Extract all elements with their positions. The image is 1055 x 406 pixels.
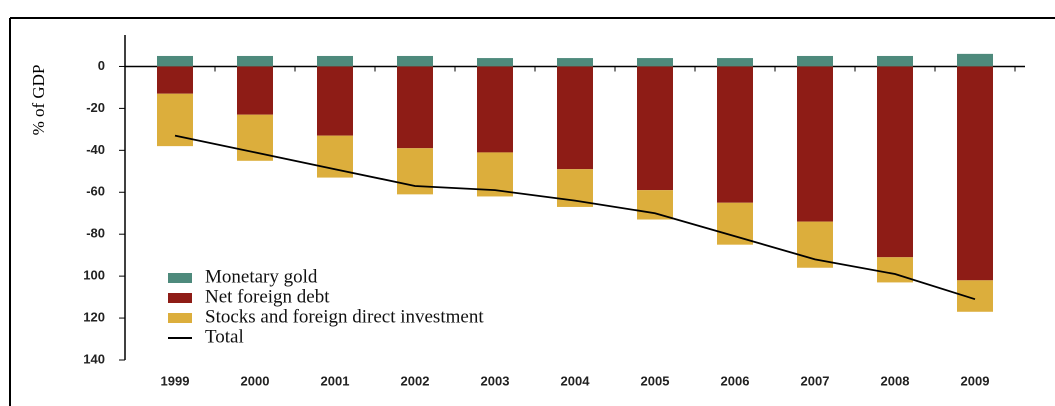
bar-segment bbox=[637, 66, 673, 191]
bar-segment bbox=[957, 53, 993, 67]
bar-segment bbox=[237, 114, 273, 161]
bar-segment bbox=[397, 55, 433, 67]
legend-label: Monetary gold bbox=[205, 266, 318, 287]
bar-segment bbox=[237, 66, 273, 115]
bar-segment bbox=[797, 55, 833, 67]
legend-label: Stocks and foreign direct investment bbox=[205, 306, 484, 327]
total-line bbox=[174, 134, 976, 301]
bar-segment bbox=[477, 66, 513, 153]
bar-segment bbox=[717, 202, 753, 245]
x-tick-label: 2007 bbox=[801, 373, 830, 388]
bar-segment bbox=[397, 66, 433, 149]
x-tick-label: 2003 bbox=[481, 373, 510, 388]
bar-segment bbox=[557, 58, 593, 67]
bar-segment bbox=[797, 66, 833, 222]
bar-segment bbox=[637, 190, 673, 220]
bar-segment bbox=[557, 66, 593, 170]
x-tick-label: 2009 bbox=[961, 373, 990, 388]
x-tick-label: 2000 bbox=[241, 373, 270, 388]
legend-swatch bbox=[168, 273, 192, 283]
x-tick-label: 2004 bbox=[561, 373, 591, 388]
y-tick-label: -60 bbox=[86, 184, 105, 199]
bar-segment bbox=[317, 55, 353, 67]
bar-segment bbox=[157, 55, 193, 67]
y-tick-label: 120 bbox=[83, 310, 105, 325]
bar-segment bbox=[717, 66, 753, 203]
bar-segment bbox=[717, 58, 753, 67]
bar-segment bbox=[637, 58, 673, 67]
x-tick-label: 2001 bbox=[321, 373, 350, 388]
bar-segment bbox=[877, 66, 913, 258]
bar-segment bbox=[477, 58, 513, 67]
y-tick-label: -20 bbox=[86, 100, 105, 115]
legend-swatch bbox=[168, 313, 192, 323]
y-tick-label: -80 bbox=[86, 226, 105, 241]
bar-segment bbox=[957, 66, 993, 281]
x-tick-label: 2008 bbox=[881, 373, 910, 388]
legend-label: Total bbox=[205, 326, 244, 347]
bar-segment bbox=[157, 66, 193, 94]
bar-segment bbox=[877, 55, 913, 67]
x-tick-label: 2005 bbox=[641, 373, 670, 388]
bar-segment bbox=[237, 55, 273, 67]
bar-segment bbox=[317, 66, 353, 136]
bar-segment bbox=[317, 135, 353, 178]
y-axis-label: % of GDP bbox=[29, 65, 48, 136]
x-tick-label: 2006 bbox=[721, 373, 750, 388]
legend-label: Net foreign debt bbox=[205, 286, 330, 307]
y-tick-label: 100 bbox=[83, 268, 105, 283]
legend-swatch bbox=[168, 293, 192, 303]
x-tick-label: 2002 bbox=[401, 373, 430, 388]
y-tick-label: -40 bbox=[86, 142, 105, 157]
x-tick-label: 1999 bbox=[161, 373, 190, 388]
y-tick-label: 0 bbox=[98, 58, 105, 73]
y-tick-label: 140 bbox=[83, 351, 105, 366]
